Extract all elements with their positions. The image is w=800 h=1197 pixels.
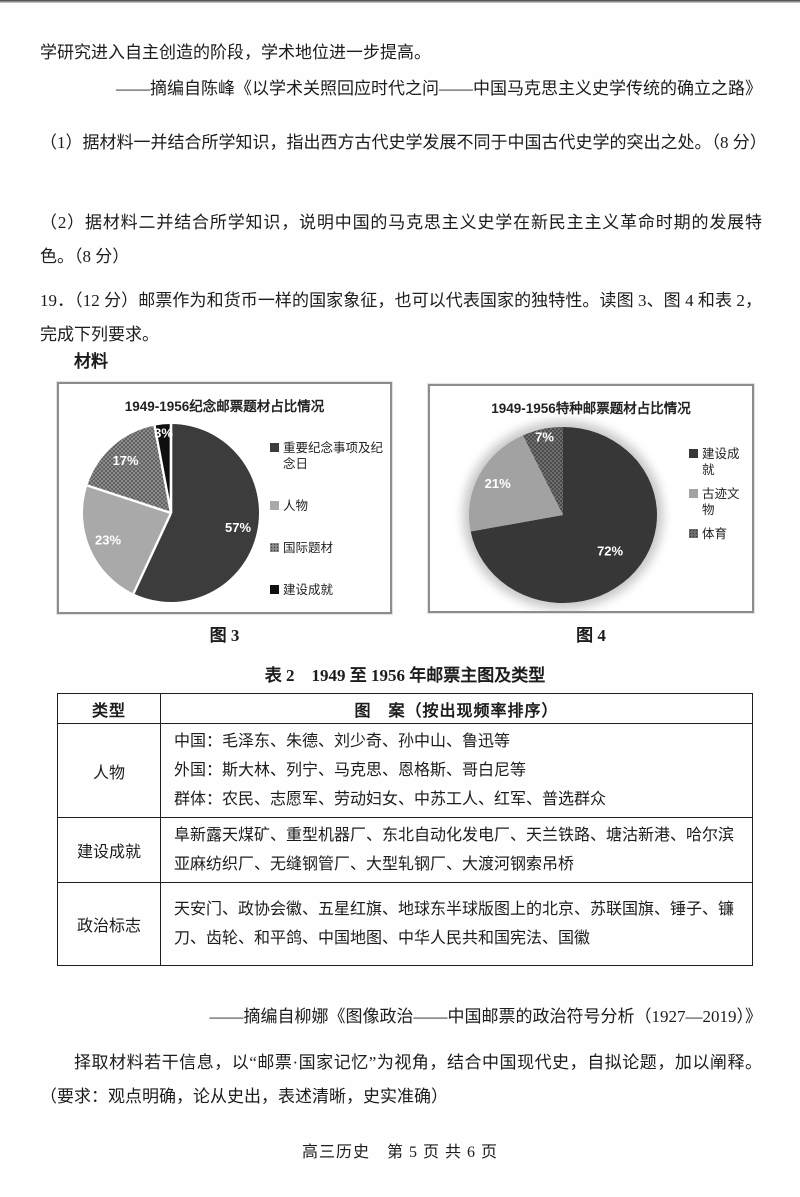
source-citation-chenfeng: ——摘编自陈峰《以学术关照回应时代之问——中国马克思主义史学传统的确立之路》 [116,79,762,98]
table-header-row: 类型 图 案（按出现频率排序） [57,693,753,724]
pie-slice-建设成就 [470,427,657,603]
header-type: 类型 [57,693,161,724]
chart4-title: 1949-1956特种邮票题材占比情况 [491,401,691,416]
pie-value-label: 72% [597,544,623,559]
legend-label: 体育 [702,527,728,541]
legend-item: 体育 [689,526,747,542]
material-label: 材料 [74,352,108,371]
legend-marker-icon [689,449,698,458]
pie-value-label: 57% [225,520,251,535]
page-footer: 高三历史 第 5 页 共 6 页 [301,1144,498,1161]
source-citation-liuna: ——摘编自柳娜《图像政治——中国邮票的政治符号分析（1927—2019）》 [209,1007,763,1026]
legend-label: 重要纪念事项及纪念日 [283,441,384,471]
legend-item: 古迹文物 [689,486,747,518]
table-row: 人物 中国：毛泽东、朱德、刘少奇、孙中山、鲁迅等 外国：斯大林、列宁、马克思、恩格… [57,723,753,818]
legend-item: 国际题材 [270,540,388,556]
pie-slice-人物 [83,485,171,594]
table-2: 类型 图 案（按出现频率排序） 人物 中国：毛泽东、朱德、刘少奇、孙中山、鲁迅等 … [57,693,753,966]
chart4-legend: 建设成就古迹文物体育 [689,446,747,542]
legend-marker-icon [689,489,698,498]
chart3-legend: 重要纪念事项及纪念日人物国际题材建设成就 [270,440,388,598]
table-row: 政治标志 天安门、政协会徽、五星红旗、地球东半球版图上的北京、苏联国旗、锤子、镰刀… [57,882,753,966]
task-text: 择取材料若干信息，以“邮票·国家记忆”为视角，结合中国现代史，自拟论题，加以阐释… [40,1053,762,1106]
row-description: 天安门、政协会徽、五星红旗、地球东半球版图上的北京、苏联国旗、锤子、镰刀、齿轮、… [160,882,753,966]
chart-figure-4: 1949-1956特种邮票题材占比情况 72% 21% 7% 建设成就古迹文物体育 [428,384,754,613]
intro-text: 学研究进入自主创造的阶段，学术地位进一步提高。 [40,43,431,62]
legend-marker-icon [270,443,279,452]
legend-label: 人物 [283,499,309,513]
pie-chart-commemorative-stamps: 57% 23% 17% 3% [83,424,259,602]
legend-label: 建设成就 [283,583,334,597]
scan-top-edge [0,0,800,3]
pie-slice-重要纪念事项及纪念日 [133,424,259,602]
chart3-title: 1949-1956纪念邮票题材占比情况 [124,399,325,414]
legend-item: 建设成就 [689,446,747,478]
legend-marker-icon [689,529,698,538]
legend-label: 古迹文物 [702,487,740,517]
figure3-caption: 图 3 [209,626,240,645]
header-pattern: 图 案（按出现频率排序） [160,693,753,724]
table2-title: 表 2 1949 至 1956 年邮票主图及类型 [264,666,546,685]
legend-item: 人物 [270,498,388,514]
row-type: 人物 [57,723,161,818]
legend-label: 国际题材 [283,541,334,555]
pie-slice-体育 [522,427,563,515]
figure4-caption: 图 4 [576,626,606,645]
legend-item: 重要纪念事项及纪念日 [270,440,388,472]
pie-chart-special-stamps: 72% 21% 7% [463,421,663,609]
pie-value-label: 21% [485,476,511,491]
pie-value-label: 7% [535,430,554,445]
pie-slice-古迹文物 [468,435,563,532]
legend-marker-icon [270,501,279,510]
row-description: 中国：毛泽东、朱德、刘少奇、孙中山、鲁迅等 外国：斯大林、列宁、马克思、恩格斯、… [160,723,753,818]
legend-marker-icon [270,543,279,552]
pie-value-label: 23% [95,533,121,548]
chart-figure-3: 1949-1956纪念邮票题材占比情况 57% 23% 17% 3% 重要纪念事项及纪… [57,382,392,614]
table-row: 建设成就 阜新露天煤矿、重型机器厂、东北自动化发电厂、天兰铁路、塘沽新港、哈尔滨亚… [57,817,753,883]
row-type: 建设成就 [57,817,161,883]
pie-value-label: 17% [113,453,139,468]
question-2: （2）据材料二并结合所学知识，说明中国的马克思主义史学在新民主主义革命时期的发展… [40,213,762,266]
question-1: （1）据材料一并结合所学知识，指出西方古代史学发展不同于中国古代史学的突出之处。… [40,133,767,152]
question-19: 19．（12 分）邮票作为和货币一样的国家象征，也可以代表国家的独特性。读图 3… [40,291,762,344]
row-description: 阜新露天煤矿、重型机器厂、东北自动化发电厂、天兰铁路、塘沽新港、哈尔滨亚麻纺织厂… [160,817,753,883]
legend-label: 建设成就 [702,447,740,477]
row-type: 政治标志 [57,882,161,966]
pie-value-label: 3% [154,425,173,440]
legend-marker-icon [270,585,279,594]
legend-item: 建设成就 [270,582,388,598]
